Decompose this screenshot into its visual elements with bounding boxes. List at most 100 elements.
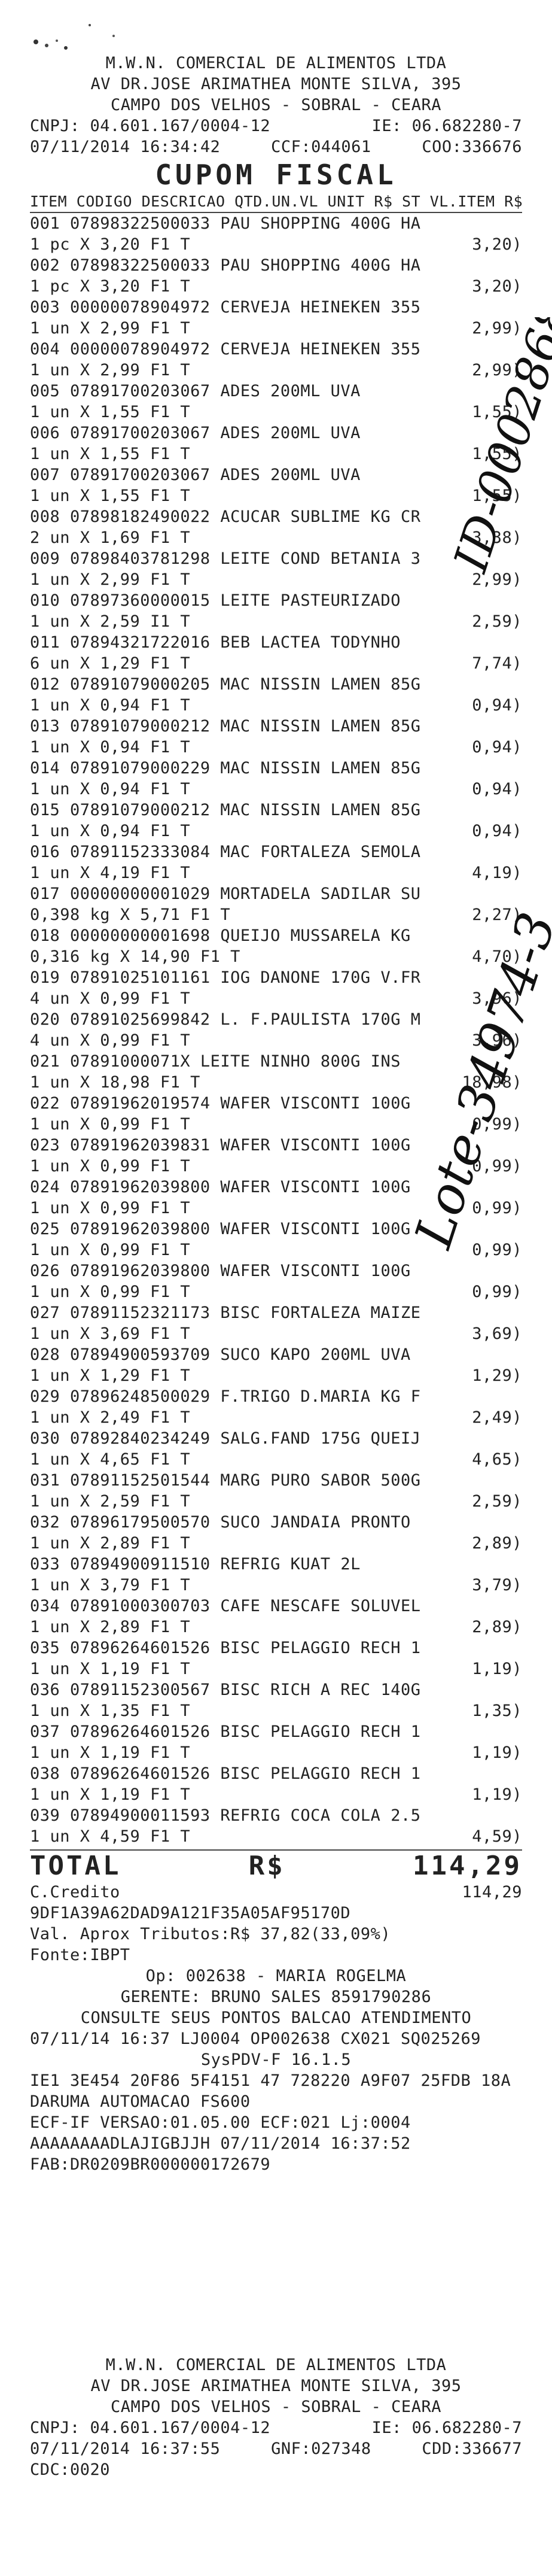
item-total: 7,74) xyxy=(472,654,522,673)
cnpj-2: CNPJ: 04.601.167/0004-12 xyxy=(30,2419,271,2437)
footer-line: Val. Aprox Tributos:R$ 37,82(33,09%) xyxy=(30,1925,391,1943)
item-total: 3,96) xyxy=(472,1031,522,1050)
item-quantity-row: 1 un X 2,49 F1 T 2,49) xyxy=(30,1407,522,1428)
item-quantity: 2 un X 1,69 F1 T xyxy=(30,528,191,547)
item-quantity: 1 un X 0,94 F1 T xyxy=(30,822,191,840)
footer-line: CONSULTE SEUS PONTOS BALCAO ATENDIMENTO xyxy=(80,2009,472,2027)
item-quantity: 1 un X 1,35 F1 T xyxy=(30,1702,191,1720)
item-total: 2,27) xyxy=(472,906,522,924)
item-quantity-row: 1 un X 0,94 F1 T 0,94) xyxy=(30,695,522,716)
item-quantity: 1 un X 1,19 F1 T xyxy=(30,1743,191,1762)
store-name-2: M.W.N. COMERCIAL DE ALIMENTOS LTDA xyxy=(105,2356,447,2374)
item-quantity-row: 0,316 kg X 14,90 F1 T 4,70) xyxy=(30,946,522,967)
receipt-item: 028 07894900593709 SUCO KAPO 200ML UVA 1 … xyxy=(30,1344,522,1386)
item-quantity-row: 1 un X 0,99 F1 T 0,99) xyxy=(30,1240,522,1260)
item-quantity-row: 1 un X 2,99 F1 T 2,99) xyxy=(30,360,522,381)
footer-line: Fonte:IBPT xyxy=(30,1946,130,1964)
item-quantity-row: 4 un X 0,99 F1 T 3,96) xyxy=(30,988,522,1009)
receipt-item: 001 07898322500033 PAU SHOPPING 400G HA 1… xyxy=(30,213,522,255)
cupom-fiscal-title: CUPOM FISCAL xyxy=(155,159,397,191)
receipt-item: 017 00000000001029 MORTADELA SADILAR SU 0… xyxy=(30,883,522,925)
receipt-item: 016 07891152333084 MAC FORTALEZA SEMOLA 1… xyxy=(30,842,522,883)
item-quantity-row: 1 un X 4,19 F1 T 4,19) xyxy=(30,862,522,883)
item-description: 029 07896248500029 F.TRIGO D.MARIA KG F xyxy=(30,1387,421,1406)
issue-datetime-2: 07/11/2014 16:37:55 xyxy=(30,2440,221,2458)
item-quantity-row: 1 un X 1,55 F1 T 1,55) xyxy=(30,402,522,423)
receipt-gap xyxy=(30,2175,522,2355)
item-quantity: 1 un X 1,19 F1 T xyxy=(30,1660,191,1678)
item-quantity-row: 1 un X 1,55 F1 T 1,55) xyxy=(30,443,522,464)
footer-line: FAB:DR0209BR000000172679 xyxy=(30,2155,271,2174)
issue-datetime: 07/11/2014 16:34:42 xyxy=(30,138,221,156)
store-name: M.W.N. COMERCIAL DE ALIMENTOS LTDA xyxy=(105,54,447,72)
cdc: CDC:0020 xyxy=(30,2460,111,2479)
item-total: 0,99) xyxy=(472,1241,522,1259)
scan-specks xyxy=(33,24,115,50)
item-quantity: 1 un X 2,59 I1 T xyxy=(30,612,191,631)
receipt-item: 036 07891152300567 BISC RICH A REC 140G 1… xyxy=(30,1679,522,1721)
item-list: 001 07898322500033 PAU SHOPPING 400G HA 1… xyxy=(30,213,522,1847)
store-city: CAMPO DOS VELHOS - SOBRAL - CEARA xyxy=(111,96,441,114)
item-quantity-row: 1 un X 3,69 F1 T 3,69) xyxy=(30,1323,522,1344)
item-total: 0,94) xyxy=(472,738,522,757)
item-quantity-row: 1 un X 0,94 F1 T 0,94) xyxy=(30,821,522,842)
item-quantity-row: 1 un X 2,89 F1 T 2,89) xyxy=(30,1533,522,1554)
item-quantity: 1 un X 0,94 F1 T xyxy=(30,738,191,757)
item-description: 011 07894321722016 BEB LACTEA TODYNHO xyxy=(30,633,401,652)
receipt-item: 012 07891079000205 MAC NISSIN LAMEN 85G 1… xyxy=(30,674,522,716)
receipt-item: 013 07891079000212 MAC NISSIN LAMEN 85G 1… xyxy=(30,716,522,758)
item-description: 025 07891962039800 WAFER VISCONTI 100G xyxy=(30,1220,411,1238)
store-address-2: AV DR.JOSE ARIMATHEA MONTE SILVA, 395 xyxy=(90,2377,462,2395)
item-description: 003 00000078904972 CERVEJA HEINEKEN 355 xyxy=(30,298,421,317)
total-row: TOTAL R$ 114,29 xyxy=(30,1849,522,1882)
receipt-item: 023 07891962039831 WAFER VISCONTI 100G 1 … xyxy=(30,1135,522,1177)
item-description: 016 07891152333084 MAC FORTALEZA SEMOLA xyxy=(30,843,421,861)
item-description: 024 07891962039800 WAFER VISCONTI 100G xyxy=(30,1178,411,1196)
receipt-item: 027 07891152321173 BISC FORTALEZA MAIZE 1… xyxy=(30,1302,522,1344)
item-quantity: 1 un X 0,99 F1 T xyxy=(30,1199,191,1217)
item-total: 0,99) xyxy=(472,1115,522,1134)
item-quantity-row: 6 un X 1,29 F1 T 7,74) xyxy=(30,653,522,674)
footer-line: Op: 002638 - MARIA ROGELMA xyxy=(145,1967,407,1985)
receipt-item: 008 07898182490022 ACUCAR SUBLIME KG CR 2… xyxy=(30,506,522,548)
item-description: 038 07896264601526 BISC PELAGGIO RECH 1 xyxy=(30,1764,421,1783)
footer-line: DARUMA AUTOMACAO FS600 xyxy=(30,2092,251,2111)
item-quantity-row: 1 un X 0,99 F1 T 0,99) xyxy=(30,1281,522,1302)
item-quantity-row: 1 un X 2,59 F1 T 2,59) xyxy=(30,1491,522,1512)
item-total: 0,94) xyxy=(472,696,522,715)
item-description: 001 07898322500033 PAU SHOPPING 400G HA xyxy=(30,214,421,233)
item-description: 019 07891025101161 IOG DANONE 170G V.FR xyxy=(30,968,421,987)
receipt-item: 022 07891962019574 WAFER VISCONTI 100G 1 … xyxy=(30,1093,522,1135)
datetime-row-2: 07/11/2014 16:37:55 GNF:027348 CDD:33667… xyxy=(30,2438,522,2459)
gnf: GNF:027348 xyxy=(271,2440,371,2458)
item-total: 2,89) xyxy=(472,1618,522,1636)
item-quantity: 1 un X 2,89 F1 T xyxy=(30,1618,191,1636)
item-description: 031 07891152501544 MARG PURO SABOR 500G xyxy=(30,1471,421,1490)
receipt-item: 006 07891700203067 ADES 200ML UVA 1 un X … xyxy=(30,423,522,464)
item-quantity: 1 un X 2,59 F1 T xyxy=(30,1492,191,1511)
item-total: 2,99) xyxy=(472,570,522,589)
item-description: 033 07894900911510 REFRIG KUAT 2L xyxy=(30,1555,361,1573)
item-quantity: 1 un X 3,79 F1 T xyxy=(30,1576,191,1594)
item-total: 4,59) xyxy=(472,1827,522,1846)
item-quantity-row: 1 un X 1,35 F1 T 1,35) xyxy=(30,1700,522,1721)
item-quantity-row: 0,398 kg X 5,71 F1 T 2,27) xyxy=(30,904,522,925)
item-total: 3,20) xyxy=(472,235,522,254)
item-total: 4,70) xyxy=(472,947,522,966)
cnpj-row: CNPJ: 04.601.167/0004-12 IE: 06.682280-7 xyxy=(30,116,522,136)
receipt-item: 004 00000078904972 CERVEJA HEINEKEN 355 1… xyxy=(30,339,522,381)
item-quantity-row: 1 un X 0,99 F1 T 0,99) xyxy=(30,1114,522,1135)
item-quantity: 1 un X 0,99 F1 T xyxy=(30,1157,191,1175)
item-total: 0,99) xyxy=(472,1157,522,1175)
footer-line: AAAAAAAADLAJIGBJJH 07/11/2014 16:37:52 xyxy=(30,2134,411,2153)
item-quantity-row: 1 un X 0,94 F1 T 0,94) xyxy=(30,779,522,800)
item-total: 1,19) xyxy=(472,1785,522,1804)
item-quantity: 0,398 kg X 5,71 F1 T xyxy=(30,906,231,924)
receipt-item: 038 07896264601526 BISC PELAGGIO RECH 1 1… xyxy=(30,1763,522,1805)
item-total: 3,96) xyxy=(472,989,522,1008)
item-total: 2,99) xyxy=(472,319,522,338)
item-quantity: 1 un X 0,99 F1 T xyxy=(30,1241,191,1259)
item-description: 006 07891700203067 ADES 200ML UVA xyxy=(30,424,361,442)
